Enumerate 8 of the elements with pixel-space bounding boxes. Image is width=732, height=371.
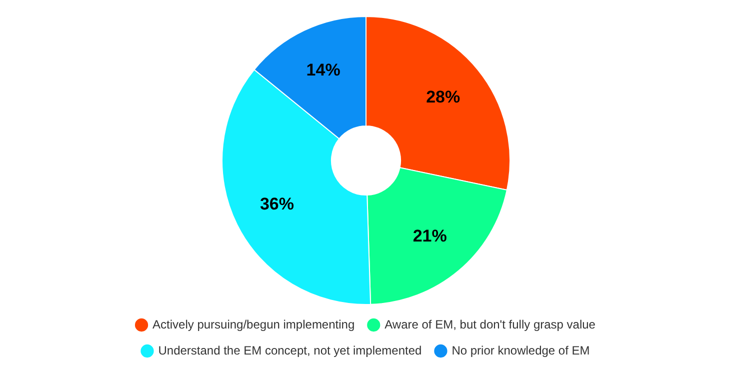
legend-label: No prior knowledge of EM [452,343,590,358]
data-label: 36% [260,194,294,214]
data-label: 21% [412,226,447,246]
legend-label: Understand the EM concept, not yet implemented [158,343,422,358]
legend-label: Aware of EM, but don't fully grasp value [384,317,596,332]
data-label: 28% [426,88,460,107]
data-label: 14% [306,60,340,80]
legend-label: Actively pursuing/begun implementing [152,317,355,332]
